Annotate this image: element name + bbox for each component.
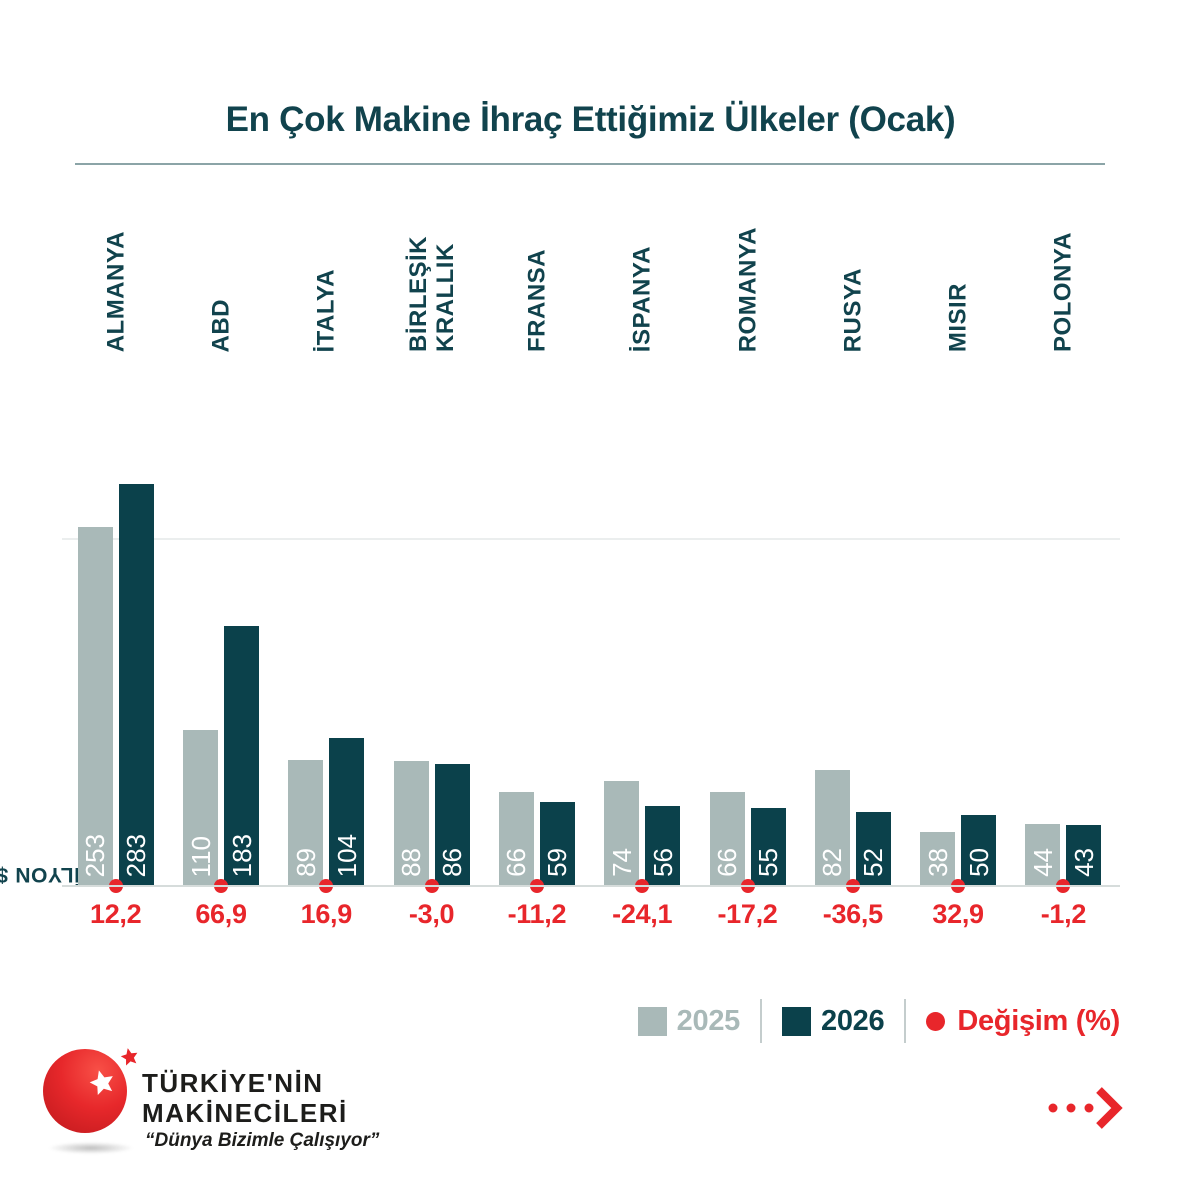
logo-wordmark: TÜRKİYE'NİN MAKİNECİLERİ — [142, 1068, 348, 1128]
title-divider — [75, 163, 1105, 165]
legend-swatch-2025 — [637, 1006, 667, 1036]
bar-2026-fransa: 59 — [539, 802, 575, 886]
bar-value-label: 56 — [647, 848, 678, 877]
bar-2026-bi̇rleşi̇k-krallik: 86 — [434, 764, 470, 886]
bar-value-label: 104 — [331, 833, 362, 877]
country-label-almanya: ALMANYA — [102, 230, 130, 352]
bar-value-label: 44 — [1027, 848, 1058, 877]
bar-2025-i̇talya: 89 — [288, 760, 324, 886]
bar-value-label: 283 — [121, 833, 152, 877]
change-value-label: 12,2 — [90, 899, 142, 929]
bar-value-label: 38 — [922, 848, 953, 877]
page-title: En Çok Makine İhraç Ettiğimiz Ülkeler (O… — [225, 100, 956, 139]
bar-value-label: 74 — [606, 848, 637, 877]
logo-wordmark-line2: MAKİNECİLERİ — [142, 1098, 348, 1128]
bar-2025-abd: 110 — [183, 730, 218, 886]
change-value-label: -3,0 — [408, 899, 455, 929]
bar-2025-fransa: 66 — [498, 792, 534, 886]
bar-2025-i̇spanya: 74 — [604, 781, 640, 886]
bar-value-label: 183 — [226, 833, 257, 877]
bar-2025-bi̇rleşi̇k-krallik: 88 — [393, 761, 429, 886]
change-value-label: -36,5 — [822, 899, 883, 929]
bar-2026-polonya: 43 — [1066, 825, 1102, 886]
change-dot-icon — [926, 1011, 946, 1031]
white-star-icon — [89, 1070, 113, 1095]
change-value-label: -17,2 — [717, 899, 778, 929]
chart-legend: 2025 2026 Değişim (%) — [637, 998, 1120, 1044]
change-value-label: 32,9 — [932, 899, 984, 929]
legend-divider — [904, 999, 907, 1043]
next-arrow-icon[interactable] — [1043, 1086, 1133, 1130]
bar-2026-abd: 183 — [224, 626, 259, 886]
bar-value-label: 55 — [753, 848, 783, 877]
legend-label-2026: 2026 — [821, 1004, 885, 1037]
change-value-label: 66,9 — [195, 899, 247, 929]
logo-wordmark-line1: TÜRKİYE'NİN — [142, 1068, 324, 1098]
bar-value-label: 59 — [542, 848, 573, 877]
red-star-icon — [120, 1048, 138, 1066]
country-label-abd: ABD — [207, 298, 235, 353]
logo-shadow — [48, 1142, 134, 1154]
bar-value-label: 43 — [1068, 848, 1099, 877]
bar-value-label: 82 — [817, 848, 848, 877]
change-value-label: -24,1 — [612, 899, 673, 929]
country-label-i̇spanya: İSPANYA — [628, 245, 656, 352]
bar-value-label: 110 — [185, 835, 216, 877]
country-label-misir: MISIR — [944, 282, 972, 352]
chart-gridline — [62, 538, 1120, 540]
country-label-bi̇rleşi̇k-krallik: BİRLEŞİK KRALLIK — [404, 235, 459, 352]
bar-2026-i̇spanya: 56 — [645, 806, 681, 886]
country-label-fransa: FRANSA — [523, 249, 551, 352]
bar-value-label: 50 — [963, 848, 994, 877]
bar-2025-almanya: 253 — [77, 527, 113, 886]
bar-value-label: 88 — [396, 848, 427, 877]
bar-2026-romanya: 55 — [750, 808, 786, 886]
bar-2025-romanya: 66 — [709, 792, 745, 886]
country-label-i̇talya: İTALYA — [312, 268, 340, 352]
bar-value-label: 89 — [290, 848, 321, 877]
country-label-rusya: RUSYA — [839, 267, 867, 352]
bar-2026-almanya: 283 — [118, 484, 154, 886]
logo-tagline: “Dünya Bizimle Çalışıyor” — [145, 1130, 380, 1151]
legend-divider — [760, 999, 762, 1043]
change-value-label: 16,9 — [300, 899, 353, 929]
chart-baseline — [62, 885, 1120, 887]
change-value-label: -1,2 — [1040, 899, 1087, 929]
bar-value-label: 66 — [501, 848, 532, 877]
bar-value-label: 52 — [858, 848, 889, 877]
bar-value-label: 86 — [437, 848, 468, 877]
bar-2025-polonya: 44 — [1025, 824, 1061, 886]
country-label-polonya: POLONYA — [1049, 232, 1077, 352]
bar-2026-rusya: 52 — [855, 812, 891, 886]
country-label-romanya: ROMANYA — [734, 226, 761, 352]
brand-logo: TÜRKİYE'NİN MAKİNECİLERİ “Dünya Bizimle … — [0, 1040, 420, 1170]
bar-2025-rusya: 82 — [814, 770, 850, 886]
legend-label-2025: 2025 — [676, 1004, 741, 1037]
bar-value-label: 253 — [80, 833, 111, 877]
bar-value-label: 66 — [712, 848, 742, 877]
logo-red-sphere — [43, 1049, 127, 1133]
legend-swatch-2026 — [782, 1006, 811, 1036]
bar-2026-i̇talya: 104 — [329, 738, 365, 886]
bar-2026-misir: 50 — [961, 815, 997, 886]
change-value-label: -11,2 — [507, 899, 567, 929]
bar-2025-misir: 38 — [920, 832, 956, 886]
legend-label-change: Değişim (%) — [957, 1004, 1120, 1037]
